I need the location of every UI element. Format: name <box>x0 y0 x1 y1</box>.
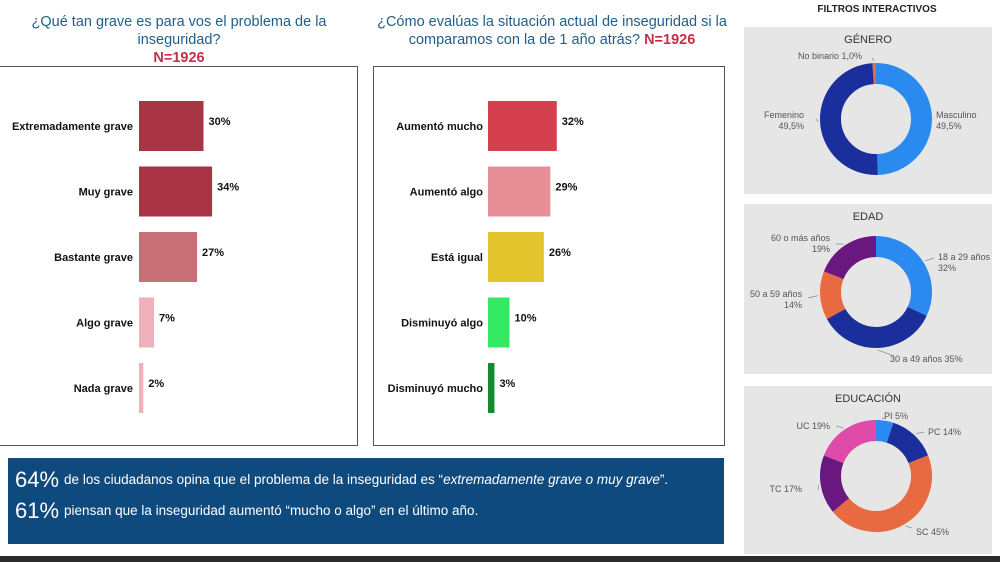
donut-genero-label: No binario 1,0% <box>798 51 862 61</box>
donut-edad-label: 30 a 49 años 35% <box>890 354 963 364</box>
summary-text-1: de los ciudadanos opina que el problema … <box>64 472 444 487</box>
left-chart-category-label: Algo grave <box>76 318 133 330</box>
right-chart-bar[interactable] <box>488 232 544 282</box>
left-sample-size: N=1926 <box>153 50 205 66</box>
donut-educacion-leader-line <box>835 425 844 429</box>
donut-educacion-leader-line <box>817 485 820 491</box>
summary-box: 64% de los ciudadanos opina que el proble… <box>8 458 724 544</box>
left-chart-bar[interactable] <box>139 363 144 413</box>
donut-genero-leader-line <box>871 57 875 62</box>
donut-edad-slice[interactable] <box>823 236 877 280</box>
donut-edad-label: 60 o más años <box>771 233 831 243</box>
right-chart-bar[interactable] <box>488 101 557 151</box>
donut-educacion[interactable]: PI 5% PC 14% SC 45% TC 17% UC 19% <box>744 386 992 554</box>
right-chart-category-label: Disminuyó algo <box>401 318 483 330</box>
right-chart-bar[interactable] <box>488 166 551 217</box>
left-chart-value-label: 7% <box>159 313 175 325</box>
filter-title-edad: EDAD <box>852 211 884 223</box>
right-chart-category-label: Está igual <box>431 252 483 264</box>
donut-educacion-leader-line <box>881 417 886 420</box>
donut-educacion-label: TC 17% <box>769 484 802 494</box>
right-question-line2: comparamos con la de 1 año atrás? <box>408 32 641 48</box>
donut-educacion-label: UC 19% <box>796 421 830 431</box>
donut-genero-leader-line <box>815 118 819 122</box>
donut-educacion-leader-line <box>915 431 925 435</box>
donut-genero-slice[interactable] <box>820 63 878 175</box>
filters-title: FILTROS INTERACTIVOS <box>817 4 937 15</box>
donut-educacion-slice[interactable] <box>832 455 932 532</box>
right-bar-chart[interactable]: Aumentó mucho 32% Aumentó algo 29% Está igua… <box>374 67 724 445</box>
left-chart-category-label: Bastante grave <box>54 252 133 264</box>
donut-edad-label: 18 a 29 años <box>938 252 991 262</box>
right-sample-size: N=1926 <box>644 32 696 48</box>
donut-educacion-label: PI 5% <box>884 411 908 421</box>
summary-text-2: piensan que la inseguridad aumentó “much… <box>64 503 479 518</box>
filter-title-genero: GÉNERO <box>844 34 892 46</box>
donut-genero-label: 49,5% <box>778 121 804 131</box>
left-question-title: ¿Qué tan grave es para vos el problema d… <box>0 13 358 67</box>
filter-card-educacion[interactable]: EDUCACIÓN PI 5% PC 14% SC 45% TC 17% UC 19% <box>744 386 992 554</box>
summary-italic-1: extremadamente grave o muy grave <box>443 472 660 487</box>
right-question-title: ¿Cómo evalúas la situación actual de ins… <box>372 13 732 49</box>
summary-line-1: 64% de los ciudadanos opina que el proble… <box>15 467 668 493</box>
right-chart-bar[interactable] <box>488 363 495 413</box>
right-chart-bar[interactable] <box>488 297 510 348</box>
right-chart-value-label: 3% <box>499 378 515 390</box>
left-question-text: ¿Qué tan grave es para vos el problema d… <box>31 14 327 48</box>
donut-genero-label: Masculino <box>936 110 977 120</box>
donut-educacion-slice[interactable] <box>886 422 929 464</box>
donut-educacion-slice[interactable] <box>823 420 877 464</box>
left-chart-bar[interactable] <box>139 297 155 348</box>
left-chart-category-label: Nada grave <box>74 383 133 395</box>
donut-edad-label: 19% <box>812 244 830 254</box>
donut-educacion-leader-line <box>905 525 913 529</box>
left-chart-category-label: Extremadamente grave <box>12 121 133 133</box>
left-chart-category-label: Muy grave <box>79 187 133 199</box>
donut-edad-slice[interactable] <box>820 271 846 319</box>
left-chart-value-label: 34% <box>217 182 239 194</box>
donut-edad-slice[interactable] <box>875 236 932 316</box>
right-chart-category-label: Aumentó mucho <box>396 121 483 133</box>
donut-edad-label: 50 a 59 años <box>750 289 803 299</box>
donut-edad-leader-line <box>807 295 819 299</box>
summary-end-1: ”. <box>659 472 669 487</box>
donut-genero-slice[interactable] <box>875 63 932 175</box>
left-chart-value-label: 30% <box>209 116 231 128</box>
right-chart-category-label: Aumentó algo <box>410 187 484 199</box>
left-bar-chart-panel[interactable]: Extremadamente grave 30% Muy grave 34% Basta… <box>0 66 358 446</box>
left-chart-bar[interactable] <box>139 232 198 282</box>
donut-edad-leader-line <box>924 257 935 262</box>
filter-card-edad[interactable]: EDAD 18 a 29 años 32% 30 a 49 años 35% 50 a… <box>744 204 992 374</box>
right-question-line1: ¿Cómo evalúas la situación actual de ins… <box>377 14 727 30</box>
filter-card-genero[interactable]: GÉNERO Masculino 49,5% Femenino 49,5% No bin… <box>744 27 992 194</box>
left-chart-value-label: 27% <box>202 247 224 259</box>
right-chart-category-label: Disminuyó mucho <box>388 383 484 395</box>
right-chart-value-label: 26% <box>549 247 571 259</box>
donut-genero-label: 49,5% <box>936 121 962 131</box>
right-chart-value-label: 29% <box>555 182 577 194</box>
filter-title-educacion: EDUCACIÓN <box>834 393 901 405</box>
donut-edad-slice[interactable] <box>826 306 927 348</box>
donut-edad-label: 14% <box>784 300 802 310</box>
bottom-strip <box>0 556 1000 562</box>
donut-educacion-label: SC 45% <box>916 527 949 537</box>
left-chart-value-label: 2% <box>148 378 164 390</box>
donut-genero-label: Femenino <box>764 110 804 120</box>
donut-educacion-slice[interactable] <box>820 455 850 512</box>
right-bar-chart-panel[interactable]: Aumentó mucho 32% Aumentó algo 29% Está igua… <box>373 66 725 446</box>
summary-stat-2: 61% <box>15 498 60 523</box>
left-bar-chart[interactable]: Extremadamente grave 30% Muy grave 34% Basta… <box>0 67 357 445</box>
donut-edad-leader-line <box>877 349 895 357</box>
summary-stat-1: 64% <box>15 467 60 492</box>
left-chart-bar[interactable] <box>139 166 213 217</box>
right-chart-value-label: 32% <box>562 116 584 128</box>
summary-line-2: 61% piensan que la inseguridad aumentó “m… <box>15 498 478 524</box>
right-chart-value-label: 10% <box>515 313 537 325</box>
donut-educacion-slice[interactable] <box>875 420 894 443</box>
left-chart-bar[interactable] <box>139 101 204 151</box>
donut-educacion-label: PC 14% <box>928 427 961 437</box>
donut-edad-label: 32% <box>938 263 956 273</box>
